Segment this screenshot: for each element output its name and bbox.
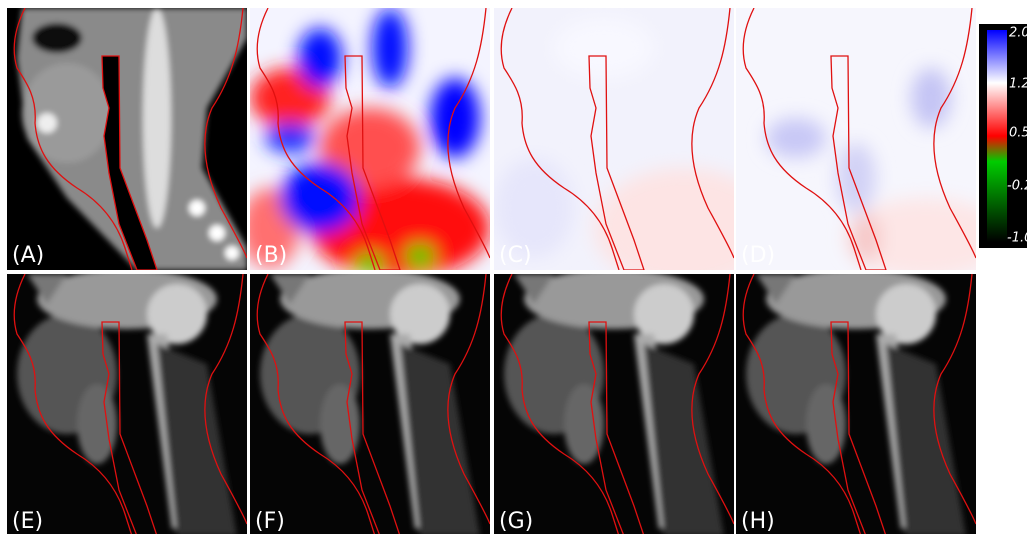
image-circle: [37, 113, 57, 133]
image-use: [250, 269, 490, 534]
panel-label: (B): [255, 243, 287, 268]
panel-e: [7, 269, 247, 534]
image-ellipse: [32, 23, 82, 53]
panel-label: (G): [499, 509, 533, 534]
image-use: [7, 269, 247, 534]
image-ellipse: [911, 68, 951, 128]
panel-label: (H): [741, 509, 775, 534]
panel-d: [736, 8, 1006, 278]
image-ellipse: [298, 28, 342, 88]
panel-f: [250, 269, 490, 534]
colorbar-label: -1.0: [1007, 231, 1032, 246]
image-circle: [225, 246, 239, 260]
image-ellipse: [430, 78, 480, 158]
panel-g: [494, 269, 734, 534]
colorbar-label: 2.0: [1009, 26, 1030, 41]
image-ellipse: [265, 123, 315, 153]
panel-label: (F): [255, 509, 285, 534]
panel-label: (A): [12, 243, 44, 268]
image-ellipse: [280, 163, 360, 233]
colorbar-label: -0.2: [1007, 179, 1032, 194]
colorbar-label: 1.2: [1009, 77, 1030, 92]
image-ellipse: [554, 18, 654, 78]
panel-h: [736, 269, 976, 534]
image-use: [736, 269, 976, 534]
colorbar-gradient: [987, 30, 1007, 242]
panel-b: [240, 8, 490, 278]
colorbar-label: 0.5: [1009, 126, 1030, 141]
image-ellipse: [851, 213, 881, 263]
image-ellipse: [143, 8, 171, 228]
image-use: [494, 269, 734, 534]
image-ellipse: [405, 244, 435, 268]
image-ellipse: [372, 8, 408, 88]
image-circle: [189, 200, 205, 216]
panel-label: (D): [741, 243, 775, 268]
panel-label: (C): [499, 243, 532, 268]
image-circle: [209, 225, 225, 241]
panel-a: [7, 8, 247, 270]
image-ellipse: [836, 143, 876, 213]
panel-label: (E): [12, 509, 43, 534]
colorbar: 2.0 1.2 0.5 -0.2 -1.0: [979, 24, 1032, 248]
image-ellipse: [766, 118, 826, 158]
panel-c: [494, 8, 774, 288]
figure: (A) (B) (C) (D) (E) (F) (G) (H) 2.0 1.2 …: [0, 0, 1032, 534]
